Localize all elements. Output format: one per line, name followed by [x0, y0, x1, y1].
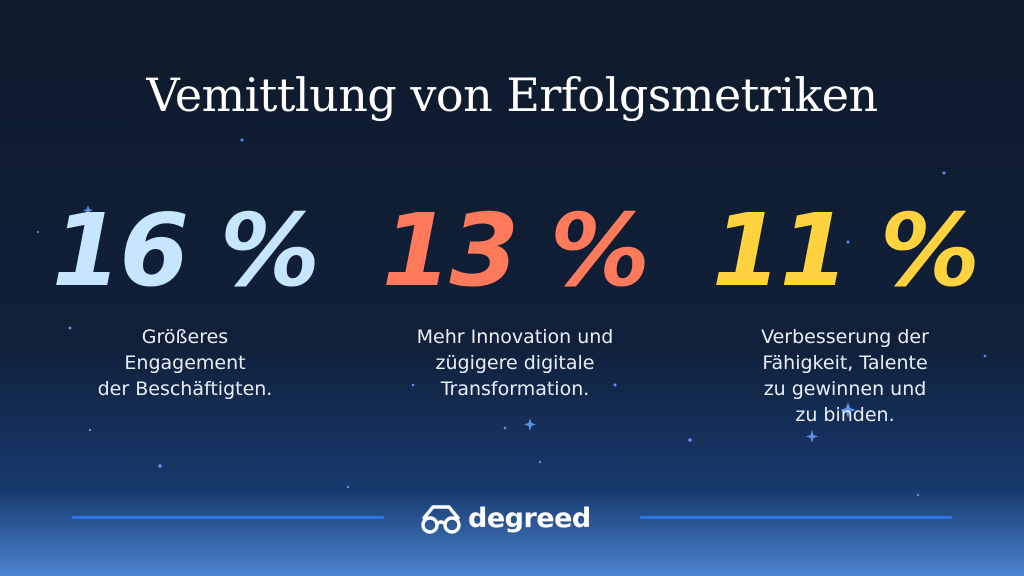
metric-innovation: 13 % Mehr Innovation und zügigere digita…: [355, 196, 675, 402]
description-line: der Beschäftigten.: [97, 378, 273, 400]
brand-wordmark: degreed: [468, 503, 591, 534]
description-line: Mehr Innovation und: [416, 326, 614, 348]
metric-description: Größeres Engagement der Beschäftigten.: [75, 324, 295, 402]
description-line: Größeres: [141, 326, 229, 348]
metric-value: 13 %: [381, 192, 650, 309]
divider-right: [640, 516, 952, 519]
description-line: zügigere digitale: [435, 352, 595, 374]
description-line: Fähigkeit, Talente: [762, 352, 928, 374]
brand-logo: degreed: [418, 502, 608, 536]
metric-engagement: 16 % Größeres Engagement der Beschäftigt…: [25, 196, 345, 402]
metric-value: 16 %: [51, 192, 320, 309]
description-line: zu gewinnen und: [763, 378, 927, 400]
description-line: Verbesserung der: [761, 326, 929, 348]
description-line: zu binden.: [795, 404, 895, 426]
metric-talent: 11 % Verbesserung der Fähigkeit, Talente…: [685, 196, 1005, 428]
metric-description: Mehr Innovation und zügigere digitale Tr…: [395, 324, 635, 402]
divider-left: [72, 516, 384, 519]
page-title: Vemittlung von Erfolgsmetriken: [146, 68, 878, 122]
description-line: Transformation.: [440, 378, 590, 400]
metric-description: Verbesserung der Fähigkeit, Talente zu g…: [730, 324, 960, 428]
glasses-logo-icon: [421, 505, 461, 534]
description-line: Engagement: [124, 352, 246, 374]
metric-value: 11 %: [711, 192, 980, 309]
